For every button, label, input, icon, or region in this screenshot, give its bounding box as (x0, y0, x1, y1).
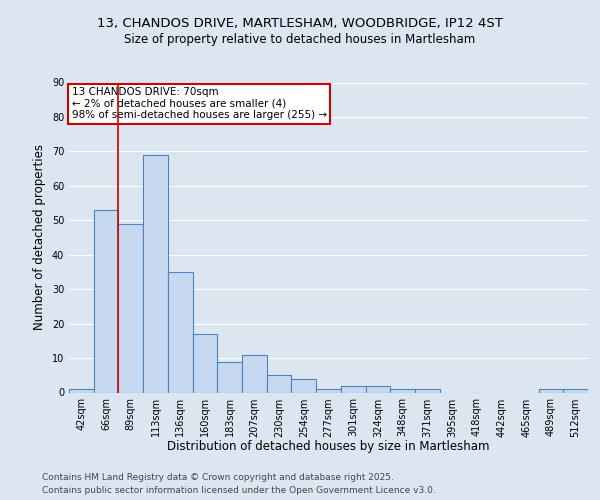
Y-axis label: Number of detached properties: Number of detached properties (33, 144, 46, 330)
X-axis label: Distribution of detached houses by size in Martlesham: Distribution of detached houses by size … (167, 440, 490, 452)
Bar (217, 362, 242, 392)
Bar (242, 354, 267, 393)
Bar (143, 155, 168, 392)
Bar (267, 376, 292, 392)
Bar (390, 389, 415, 392)
Bar (94, 210, 118, 392)
Text: Contains public sector information licensed under the Open Government Licence v3: Contains public sector information licen… (42, 486, 436, 495)
Text: 13 CHANDOS DRIVE: 70sqm
← 2% of detached houses are smaller (4)
98% of semi-deta: 13 CHANDOS DRIVE: 70sqm ← 2% of detached… (71, 87, 327, 120)
Bar (168, 272, 193, 392)
Bar (193, 334, 217, 392)
Bar (292, 378, 316, 392)
Bar (118, 224, 143, 392)
Bar (415, 389, 440, 392)
Bar (316, 389, 341, 392)
Text: Contains HM Land Registry data © Crown copyright and database right 2025.: Contains HM Land Registry data © Crown c… (42, 472, 394, 482)
Text: Size of property relative to detached houses in Martlesham: Size of property relative to detached ho… (124, 32, 476, 46)
Bar (341, 386, 365, 392)
Bar (69, 389, 94, 392)
Bar (365, 386, 390, 392)
Bar (563, 389, 588, 392)
Bar (539, 389, 563, 392)
Text: 13, CHANDOS DRIVE, MARTLESHAM, WOODBRIDGE, IP12 4ST: 13, CHANDOS DRIVE, MARTLESHAM, WOODBRIDG… (97, 18, 503, 30)
